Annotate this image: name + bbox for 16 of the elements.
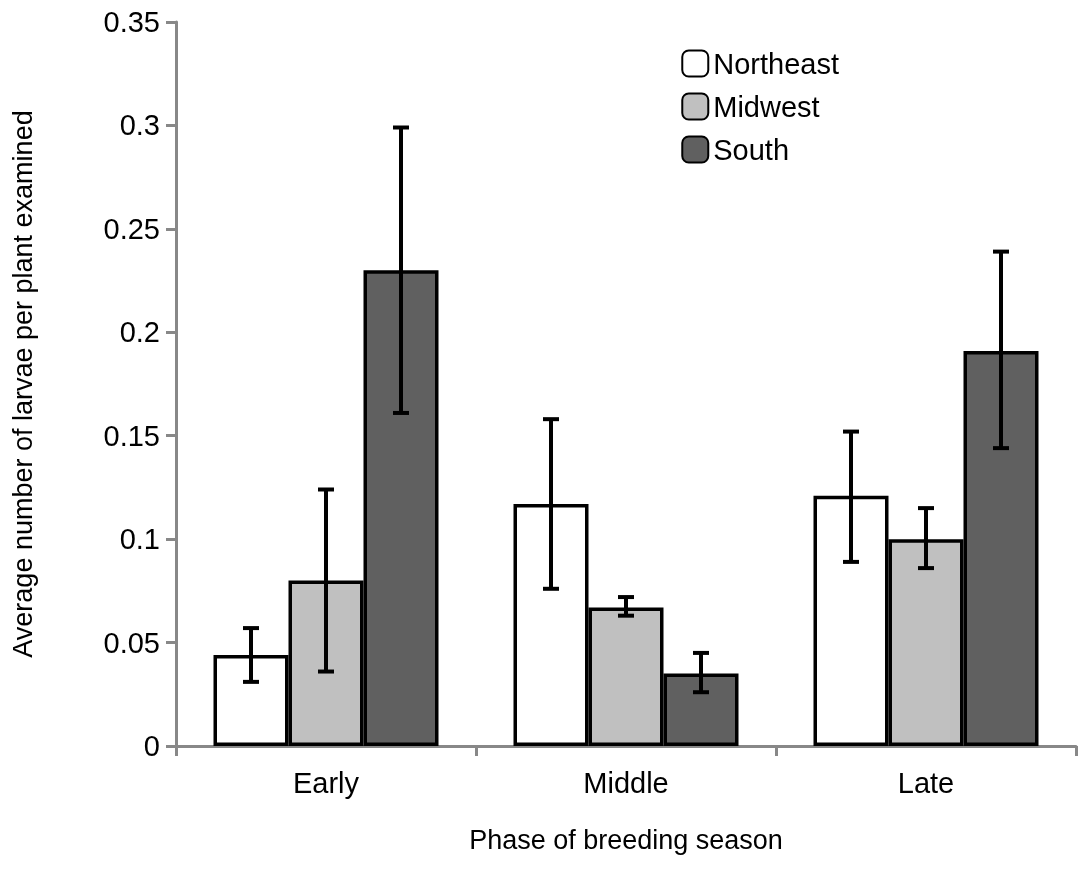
y-tick-label: 0 <box>143 730 160 762</box>
x-tick-label: Late <box>897 766 955 799</box>
y-tick-label: 0.35 <box>103 6 160 38</box>
legend-label: Midwest <box>713 90 820 123</box>
x-axis-title: Phase of breeding season <box>469 824 783 855</box>
y-tick-label: 0.1 <box>119 523 160 556</box>
x-tick-label: Early <box>292 766 360 799</box>
y-tick-label: 0.2 <box>119 316 160 349</box>
y-tick-label: 0.15 <box>103 419 160 452</box>
legend-label: Northeast <box>713 47 840 80</box>
y-axis-title: Average number of larvae per plant examined <box>7 110 38 658</box>
y-tick-label: 0.25 <box>103 212 160 245</box>
y-tick-label: 0.05 <box>103 626 160 659</box>
x-tick-label: Middle <box>583 766 669 799</box>
legend-label: South <box>713 133 790 166</box>
y-tick-label: 0.3 <box>119 109 160 142</box>
